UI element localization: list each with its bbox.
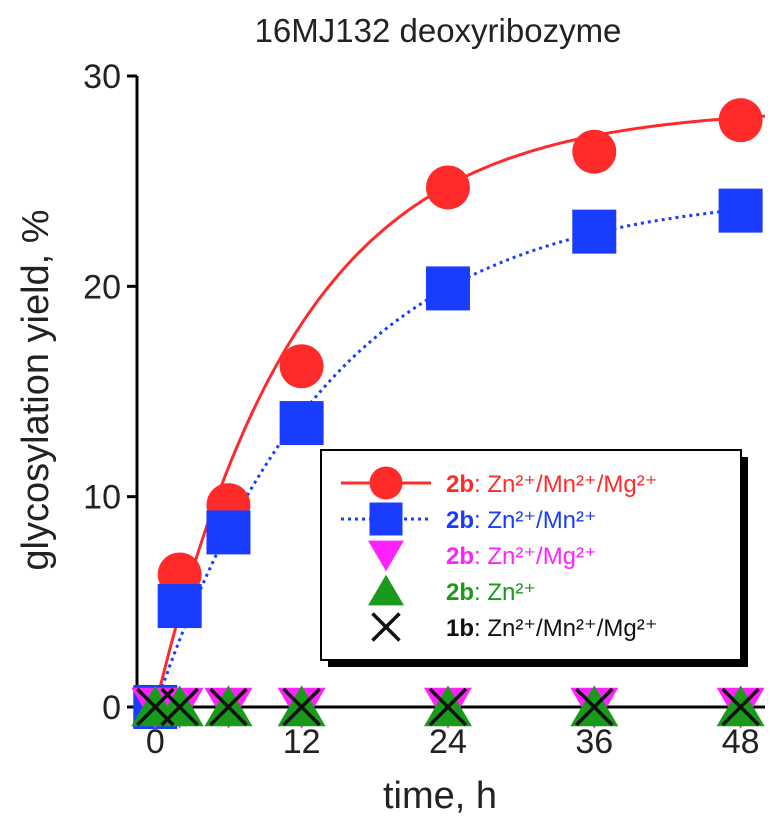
x-tick-label: 12 <box>283 723 321 761</box>
legend-label-bold: 2b <box>446 543 474 570</box>
data-point-series-2 <box>279 401 324 446</box>
data-point-series-2 <box>572 209 617 254</box>
data-point-series-2 <box>157 584 202 629</box>
y-tick-label: 0 <box>102 689 121 727</box>
legend-marker-series-2 <box>369 502 403 536</box>
data-point-series-1 <box>425 165 470 210</box>
data-point-series-1 <box>572 129 617 174</box>
legend-label-bold: 2b <box>446 471 474 498</box>
legend-label-series-4: 2b: Zn²⁺ <box>446 579 536 606</box>
legend-marker-series-3 <box>368 540 404 572</box>
data-point-series-2 <box>206 510 251 555</box>
legend-marker-series-4 <box>368 574 404 606</box>
chart-title: 16MJ132 deoxyribozyme <box>255 12 622 49</box>
data-point-series-2 <box>718 188 763 233</box>
legend-label-rest: : Zn²⁺/Mn²⁺/Mg²⁺ <box>474 471 657 498</box>
legend-label-bold: 2b <box>446 579 474 606</box>
legend-label-series-5: 1b: Zn²⁺/Mn²⁺/Mg²⁺ <box>446 615 657 642</box>
legend: 2b: Zn²⁺/Mn²⁺/Mg²⁺2b: Zn²⁺/Mn²⁺2b: Zn²⁺/… <box>320 449 748 667</box>
fit-curve-series-2 <box>153 205 766 708</box>
y-tick-label: 20 <box>83 268 121 306</box>
x-axis-label: time, h <box>383 775 497 817</box>
x-tick-label: 36 <box>575 723 613 761</box>
legend-label-rest: : Zn²⁺/Mg²⁺ <box>474 543 597 570</box>
legend-label-series-1: 2b: Zn²⁺/Mn²⁺/Mg²⁺ <box>446 471 657 498</box>
data-point-series-5 <box>575 687 614 727</box>
legend-label-rest: : Zn²⁺ <box>474 579 536 606</box>
data-point-series-1 <box>718 98 763 143</box>
legend-label-bold: 2b <box>446 507 474 534</box>
x-tick-label: 24 <box>429 723 467 761</box>
data-point-series-1 <box>279 344 324 389</box>
legend-label-bold: 1b <box>446 615 474 642</box>
y-tick-label: 30 <box>83 58 121 96</box>
data-point-series-5 <box>721 687 760 727</box>
x-tick-label: 48 <box>722 723 760 761</box>
data-point-series-5 <box>282 687 321 727</box>
legend-marker-series-1 <box>369 466 403 500</box>
legend-label-series-2: 2b: Zn²⁺/Mn²⁺ <box>446 507 597 534</box>
x-tick-label: 0 <box>146 723 165 761</box>
plot-area: 0 12 24 36 48 0 10 20 30 <box>83 58 766 761</box>
y-tick-label: 10 <box>83 479 121 517</box>
data-point-series-5 <box>209 687 248 727</box>
data-point-series-2 <box>425 266 470 311</box>
legend-label-rest: : Zn²⁺/Mn²⁺/Mg²⁺ <box>474 615 657 642</box>
legend-label-series-3: 2b: Zn²⁺/Mg²⁺ <box>446 543 597 570</box>
data-point-series-5 <box>160 687 199 727</box>
legend-marker-series-5 <box>371 612 401 642</box>
y-axis-label: glycosylation yield, % <box>15 209 57 570</box>
data-point-series-5 <box>428 687 468 727</box>
legend-label-rest: : Zn²⁺/Mn²⁺ <box>474 507 597 534</box>
